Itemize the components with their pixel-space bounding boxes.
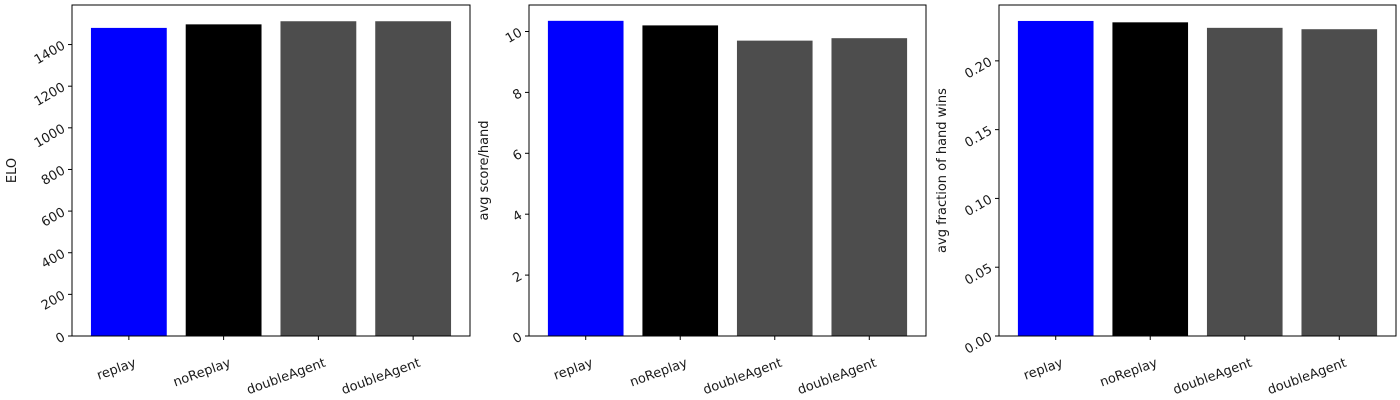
y-tick-label: 10 bbox=[503, 25, 525, 46]
x-tick-label: doubleAgent bbox=[1266, 356, 1349, 398]
plot-frame bbox=[71, 4, 471, 337]
bar-noreplay bbox=[185, 24, 262, 337]
y-axis-label: avg score/hand bbox=[477, 120, 492, 220]
y-tick-label: 200 bbox=[39, 288, 68, 313]
x-tick-label: doubleAgent bbox=[701, 356, 784, 398]
bar-doubleagent bbox=[1301, 29, 1378, 337]
bar-doubleagent bbox=[280, 21, 357, 337]
y-tick-label: 0.20 bbox=[962, 55, 995, 82]
bar-doubleagent bbox=[1206, 27, 1283, 337]
y-tick-label: 2 bbox=[510, 269, 525, 286]
bar-replay bbox=[1017, 20, 1094, 337]
bar-replay bbox=[547, 20, 624, 337]
y-tick-label: 4 bbox=[510, 208, 525, 225]
y-tick-label: 0.05 bbox=[962, 261, 995, 288]
y-axis-label: avg fraction of hand wins bbox=[935, 88, 950, 253]
x-tick-label: noReplay bbox=[1098, 356, 1160, 391]
y-tick-label: 1200 bbox=[32, 80, 68, 110]
bar-noreplay bbox=[1112, 22, 1189, 337]
y-tick-label: 400 bbox=[39, 247, 68, 272]
plot-frame bbox=[998, 4, 1397, 337]
y-tick-label: 0 bbox=[510, 330, 525, 347]
x-tick-label: doubleAgent bbox=[245, 356, 328, 398]
x-tick-label: replay bbox=[1022, 356, 1066, 384]
y-tick-label: 600 bbox=[39, 205, 68, 230]
y-tick-label: 0.00 bbox=[962, 330, 995, 357]
y-tick-label: 1400 bbox=[32, 38, 68, 68]
y-tick-label: 6 bbox=[510, 147, 525, 164]
bar-replay bbox=[90, 27, 167, 337]
chart-panel-1: 0 200 400 600 800 1000 1200 1400 replay noReplay d… bbox=[5, 4, 471, 398]
bar-doubleagent bbox=[831, 38, 908, 336]
x-tick-label: doubleAgent bbox=[796, 356, 879, 398]
y-tick-label: 1000 bbox=[32, 122, 68, 152]
y-tick-label: 0.15 bbox=[962, 124, 995, 151]
y-tick-label: 8 bbox=[510, 86, 525, 103]
x-tick-label: doubleAgent bbox=[340, 356, 423, 398]
chart-panel-3: 0.00 0.05 0.10 0.15 0.20 replay noReplay double… bbox=[935, 4, 1397, 398]
x-tick-label: replay bbox=[552, 356, 596, 384]
x-tick-label: doubleAgent bbox=[1171, 356, 1254, 398]
bar-doubleagent bbox=[375, 21, 452, 337]
y-tick-label: 0.10 bbox=[962, 192, 995, 219]
bar-doubleagent bbox=[736, 40, 813, 336]
y-axis-label: ELO bbox=[5, 158, 20, 183]
x-tick-label: replay bbox=[95, 356, 139, 384]
bar-noreplay bbox=[642, 25, 719, 337]
y-tick-label: 800 bbox=[39, 163, 68, 188]
plot-frame bbox=[528, 4, 927, 337]
y-tick-label: 0 bbox=[53, 330, 68, 347]
chart-panel-2: 0 2 4 6 8 10 replay noReplay doubleAgent doubleAg… bbox=[477, 4, 927, 398]
x-tick-label: noReplay bbox=[628, 356, 690, 391]
x-tick-label: noReplay bbox=[171, 356, 233, 391]
